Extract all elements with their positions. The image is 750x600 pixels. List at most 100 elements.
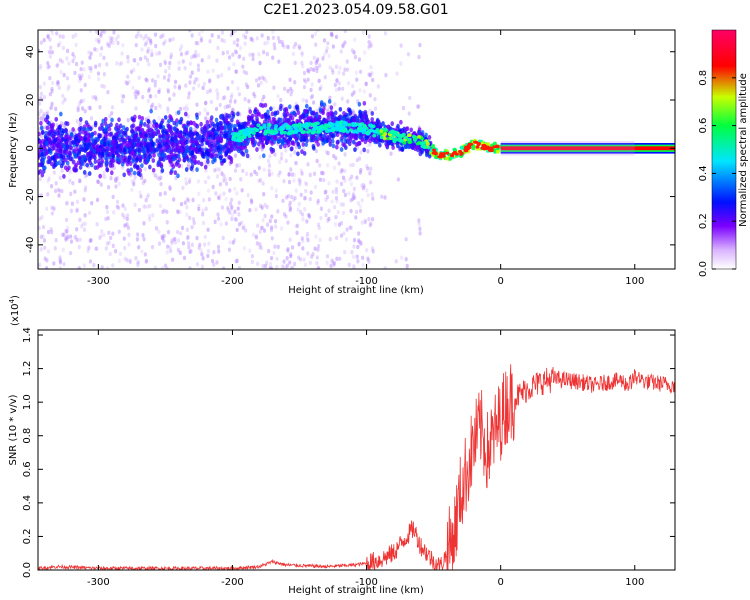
heatmap-cell [210,153,214,159]
heatmap-hotspot [310,130,315,135]
heatmap-cell [219,113,223,119]
heatmap-cell [98,155,103,161]
heatmap-speck [347,191,351,196]
heatmap-speck [99,182,103,187]
heatmap-cell [87,142,91,148]
heatmap-cell [78,165,83,170]
heatmap-cell [56,142,60,148]
heatmap-cell [300,114,305,120]
heatmap-speck [165,220,169,225]
heatmap-speck [369,221,373,227]
colorbar-tick-label: 0.6 [698,118,709,134]
heatmap-speck [233,186,237,192]
heatmap-cell [196,135,200,141]
heatmap-speck [361,185,365,191]
heatmap-speck [134,34,138,39]
heatmap-speck [343,40,347,45]
heatmap-peak [482,143,487,147]
heatmap-speck [186,162,191,167]
heatmap-cell [251,139,255,144]
heatmap-speck [257,178,261,184]
heatmap-hotspot [364,131,369,135]
heatmap-speck [368,223,372,228]
heatmap-speck [210,258,215,264]
heatmap-speck [271,105,276,111]
heatmap-speck [362,184,367,189]
heatmap-speck [144,259,148,265]
heatmap-cell [158,156,163,162]
heatmap-speck [58,58,62,63]
heatmap-hotspot [345,130,350,134]
spectrogram-ylabel: Frequency (Hz) [8,112,19,188]
heatmap-cell [255,147,259,152]
heatmap-speck [87,74,91,80]
heatmap-speck [157,102,161,108]
heatmap-speck [287,203,292,208]
heatmap-speck [190,242,194,248]
heatmap-speck [136,91,140,96]
heatmap-cell [55,148,59,154]
heatmap-cell [47,130,51,135]
heatmap-speck [369,180,373,185]
heatmap-speck [183,66,187,71]
heatmap-cell [195,123,200,129]
heatmap-cell [296,110,301,116]
heatmap-speck [222,178,226,183]
heatmap-speck [195,235,199,241]
heatmap-peak [468,143,473,147]
heatmap-speck [136,262,140,268]
heatmap-speck [250,200,254,205]
heatmap-cell [196,160,201,165]
heatmap-speck [114,37,118,42]
heatmap-speck [174,79,178,85]
spectrogram-ytick-label: -40 [25,237,36,253]
heatmap-speck [340,96,344,101]
heatmap-speck [336,209,340,215]
heatmap-speck [130,179,134,184]
heatmap-cell [123,130,128,136]
heatmap-speck [355,175,359,180]
heatmap-speck [339,169,343,175]
heatmap-speck [166,244,170,249]
heatmap-speck [383,265,387,269]
heatmap-speck [356,259,360,264]
heatmap-speck [337,81,341,86]
heatmap-hotspot [304,126,309,130]
heatmap-hotspot [334,126,339,130]
heatmap-speck [142,221,146,226]
heatmap-cell [41,130,45,135]
heatmap-speck [318,177,323,182]
heatmap-speck [189,55,194,60]
heatmap-speck [257,52,261,57]
heatmap-speck [204,116,208,121]
heatmap-speck [161,209,165,214]
heatmap-speck [285,44,290,49]
heatmap-speck [110,105,115,110]
heatmap-speck [122,236,126,241]
heatmap-speck [184,51,188,56]
heatmap-speck [234,259,238,264]
heatmap-speck [133,91,137,97]
heatmap-speck [168,186,172,191]
heatmap-speck [83,213,87,218]
heatmap-speck [284,265,288,269]
heatmap-cell [287,104,292,110]
heatmap-speck [232,62,236,67]
heatmap-cell [219,149,223,155]
heatmap-speck [140,175,144,181]
heatmap-speck [197,206,201,212]
heatmap-speck [341,86,345,92]
heatmap-speck [68,234,73,239]
heatmap-speck [340,168,344,173]
heatmap-speck [235,191,239,196]
heatmap-cell [41,157,46,163]
heatmap-speck [300,171,304,176]
heatmap-cell [163,135,167,141]
heatmap-cell [220,161,224,166]
heatmap-speck [168,60,172,66]
heatmap-cell [342,116,346,122]
heatmap-cell [131,129,135,135]
heatmap-speck [82,67,86,72]
heatmap-cell [105,152,110,158]
